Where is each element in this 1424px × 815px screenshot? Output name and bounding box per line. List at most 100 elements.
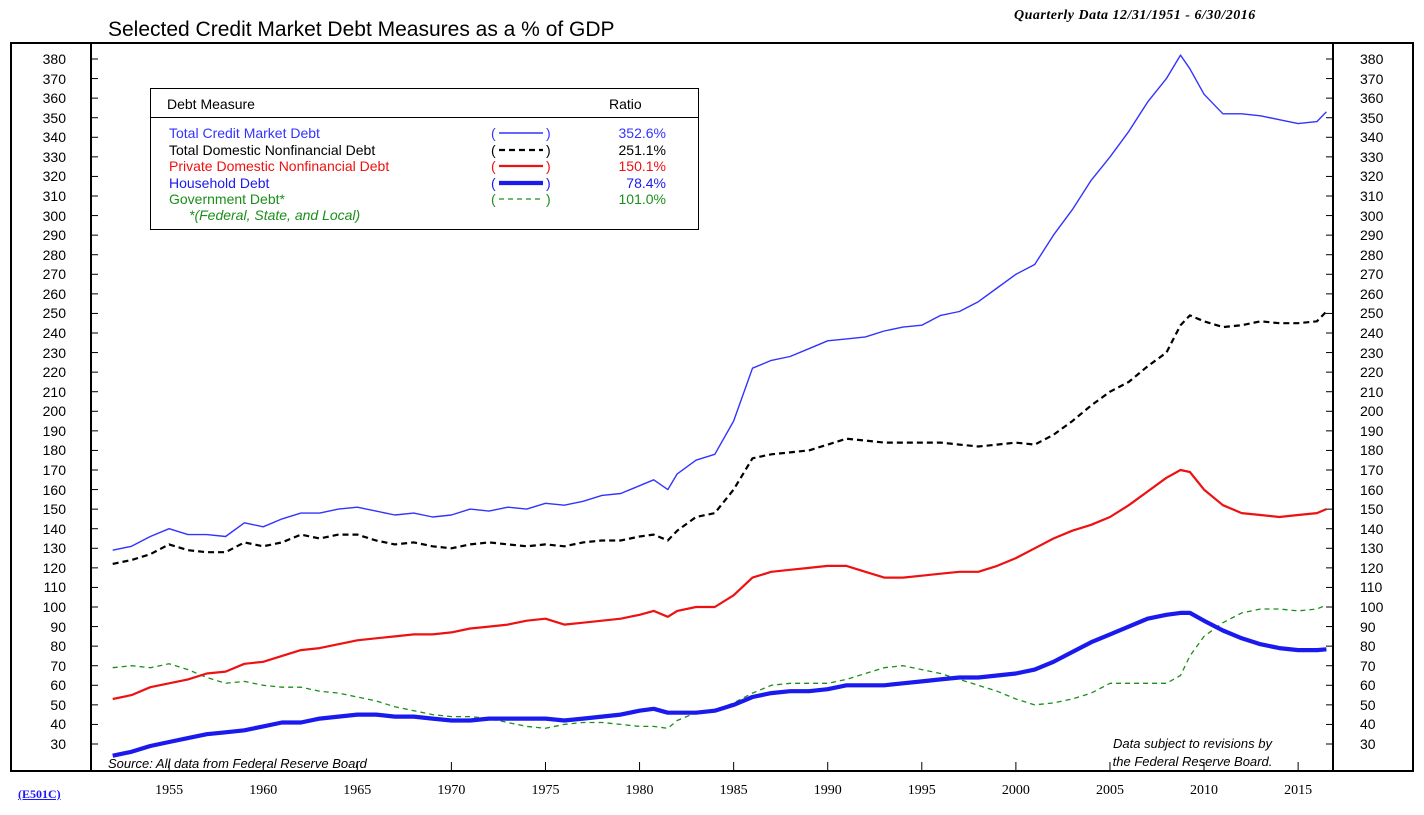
y-tick-label-right: 290 [1360, 227, 1384, 244]
legend-item: Total Credit Market Debt () 352.6% [151, 125, 698, 141]
y-tick-label-right: 210 [1360, 383, 1384, 400]
legend-item-label: Total Credit Market Debt [169, 125, 320, 141]
x-tick-label: 1985 [719, 783, 748, 798]
y-tick-label-left: 140 [42, 520, 66, 537]
y-tick-label-left: 30 [50, 736, 66, 752]
y-tick-label-left: 100 [42, 599, 66, 615]
x-tick-label: 1975 [531, 783, 560, 798]
x-tick-label: 2005 [1095, 783, 1124, 798]
y-tick-label-left: 40 [50, 716, 66, 733]
y-tick-label-right: 350 [1360, 109, 1384, 126]
y-tick-label-left: 360 [42, 90, 66, 107]
svg-text:): ) [546, 125, 551, 141]
y-tick-label-right: 330 [1360, 148, 1384, 165]
y-tick-label-right: 310 [1360, 188, 1384, 204]
series-line-total-domestic-nonfinancial-debt [112, 310, 1328, 565]
series-line-household-debt [112, 610, 1327, 758]
y-tick-label-left: 60 [50, 677, 66, 694]
svg-text:(: ( [491, 191, 496, 207]
legend-header-ratio: Ratio [609, 96, 642, 112]
y-tick-label-right: 50 [1360, 696, 1376, 713]
y-tick-label-left: 210 [42, 383, 66, 400]
legend-swatch: () [491, 175, 551, 191]
revision-note: Data subject to revisions by the Federal… [1070, 735, 1315, 771]
svg-text:(: ( [491, 175, 496, 191]
y-tick-label-left: 120 [42, 559, 66, 576]
legend-item-ratio: 352.6% [618, 125, 666, 141]
y-tick-label-right: 80 [1360, 638, 1376, 655]
y-tick-label-right: 130 [1360, 540, 1384, 557]
x-tick-label: 2000 [1001, 783, 1030, 798]
svg-text:): ) [546, 191, 551, 207]
y-tick-label-left: 200 [42, 403, 66, 420]
legend-item-ratio: 101.0% [618, 191, 666, 207]
x-tick-label: 1990 [813, 783, 842, 798]
svg-text:): ) [546, 142, 551, 158]
x-tick-label: 2010 [1190, 783, 1219, 798]
y-tick-label-right: 270 [1360, 266, 1384, 283]
y-tick-label-left: 350 [42, 109, 66, 126]
revision-note-line-1: Data subject to revisions by [1113, 736, 1272, 751]
y-tick-label-right: 160 [1360, 481, 1384, 498]
y-tick-label-right: 30 [1360, 736, 1376, 752]
series-line-government-debt [112, 604, 1327, 729]
legend-item-label: Private Domestic Nonfinancial Debt [169, 158, 390, 174]
y-tick-label-right: 320 [1360, 168, 1384, 185]
y-tick-label-right: 260 [1360, 285, 1384, 302]
svg-text:(: ( [491, 158, 496, 174]
y-tick-label-left: 50 [50, 696, 66, 713]
y-tick-label-right: 370 [1360, 70, 1384, 87]
series-line-total-credit-market-debt [112, 54, 1327, 551]
y-tick-label-left: 90 [50, 618, 66, 635]
y-tick-label-right: 300 [1360, 207, 1384, 224]
legend-footnote: *(Federal, State, and Local) [189, 207, 361, 223]
series-line-private-domestic-nonfinancial-debt [112, 468, 1327, 701]
legend-item-ratio: 150.1% [618, 158, 666, 174]
y-tick-label-left: 170 [42, 462, 66, 478]
y-tick-label-left: 280 [42, 246, 66, 263]
legend-item-ratio: 78.4% [626, 174, 666, 191]
y-tick-label-left: 330 [42, 148, 66, 165]
y-tick-label-right: 180 [1360, 442, 1384, 459]
revision-note-line-2: the Federal Reserve Board. [1112, 754, 1273, 769]
y-tick-label-left: 380 [42, 51, 66, 67]
legend-divider [151, 117, 698, 118]
y-tick-label-left: 230 [42, 344, 66, 361]
chart-code-link[interactable]: (E501C) [18, 787, 61, 801]
y-tick-label-right: 90 [1360, 618, 1376, 635]
legend-item-label: Government Debt* [169, 191, 285, 207]
y-tick-label-left: 260 [42, 285, 66, 302]
y-tick-label-left: 290 [42, 227, 66, 244]
svg-text:(: ( [491, 125, 496, 141]
y-tick-label-left: 110 [43, 579, 66, 596]
y-tick-label-right: 120 [1360, 559, 1384, 576]
y-tick-label-left: 250 [42, 305, 66, 322]
y-tick-label-right: 200 [1360, 403, 1384, 420]
legend-box: Debt Measure Ratio Total Credit Market D… [150, 88, 699, 230]
plot-area [90, 44, 1334, 772]
y-tick-label-right: 70 [1360, 657, 1376, 674]
y-tick-label-right: 340 [1360, 129, 1384, 146]
y-tick-label-left: 310 [42, 188, 66, 204]
y-tick-label-right: 250 [1360, 305, 1384, 322]
y-tick-label-right: 190 [1360, 422, 1384, 439]
source-note: Source: All data from Federal Reserve Bo… [108, 756, 367, 771]
y-tick-label-right: 170 [1360, 462, 1384, 478]
y-tick-label-right: 280 [1360, 246, 1384, 263]
y-tick-label-left: 190 [42, 422, 66, 439]
y-tick-label-right: 110 [1360, 579, 1383, 596]
x-tick-label: 1980 [625, 783, 654, 798]
y-tick-label-left: 80 [50, 638, 66, 655]
legend-item: Government Debt* () 101.0% [151, 191, 698, 207]
y-tick-label-right: 140 [1360, 520, 1384, 537]
y-tick-label-right: 60 [1360, 677, 1376, 694]
y-tick-label-right: 360 [1360, 90, 1384, 107]
y-tick-label-left: 300 [42, 207, 66, 224]
x-tick-label: 2015 [1284, 783, 1313, 798]
y-tick-label-right: 220 [1360, 364, 1384, 381]
y-tick-label-right: 230 [1360, 344, 1384, 361]
legend-swatch: () [491, 125, 551, 141]
y-tick-label-right: 100 [1360, 599, 1384, 615]
legend-item: Total Domestic Nonfinancial Debt () 251.1% [151, 142, 698, 158]
